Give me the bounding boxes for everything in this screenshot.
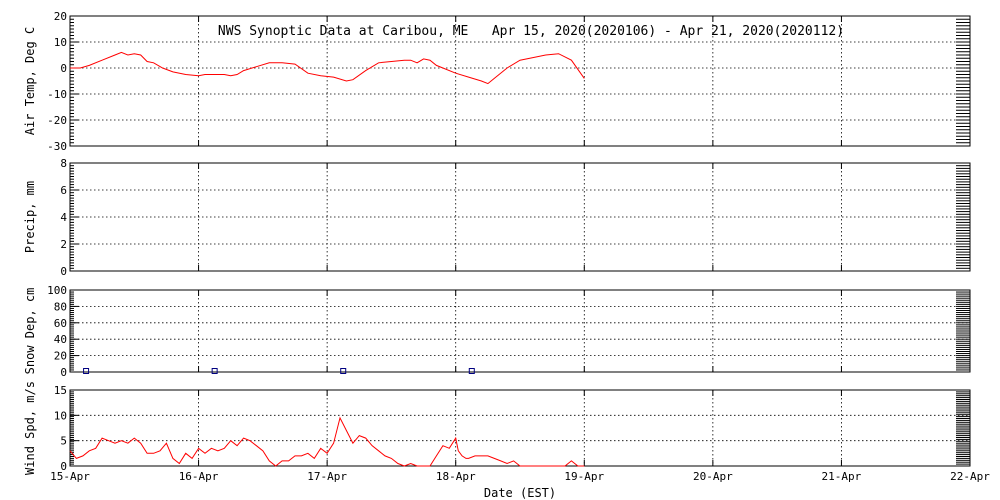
snow-depth-ytick-label: 80 xyxy=(54,300,67,313)
x-tick-label: 22-Apr xyxy=(950,470,990,483)
x-tick-label: 19-Apr xyxy=(564,470,604,483)
x-tick-label: 18-Apr xyxy=(436,470,476,483)
wind-speed-ytick-label: 5 xyxy=(60,435,67,448)
air-temp-ytick-label: 20 xyxy=(54,10,67,23)
air-temp-ytick-label: -20 xyxy=(47,114,67,127)
x-tick-label: 21-Apr xyxy=(822,470,862,483)
x-tick-label: 16-Apr xyxy=(179,470,219,483)
wind-speed-ytick-label: 15 xyxy=(54,384,67,397)
snow-depth-ytick-label: 60 xyxy=(54,317,67,330)
precip-panel: 8 6 4 2 0 Precip, mm xyxy=(23,157,971,278)
precip-ytick-label: 2 xyxy=(60,238,67,251)
wind-speed-frame xyxy=(69,389,971,467)
snow-depth-ytick-label: 20 xyxy=(54,350,67,363)
precip-ylabel: Precip, mm xyxy=(23,181,37,253)
snow-depth-ytick-label: 40 xyxy=(54,333,67,346)
air-temp-ylabel: Air Temp, Deg C xyxy=(23,27,37,135)
wind-speed-series-line xyxy=(69,416,585,467)
x-axis-tick-labels: 15-Apr 16-Apr 17-Apr 18-Apr 19-Apr 20-Apr 21-A… xyxy=(50,470,990,483)
air-temp-frame xyxy=(69,15,971,147)
x-tick-label: 17-Apr xyxy=(307,470,347,483)
air-temp-ytick-label: -10 xyxy=(47,88,67,101)
snow-depth-point xyxy=(83,368,90,374)
chart-title: NWS Synoptic Data at Caribou, ME Apr 15,… xyxy=(218,24,844,39)
air-temp-ytick-label: -30 xyxy=(47,140,67,153)
x-tick-label: 20-Apr xyxy=(693,470,733,483)
wind-speed-panel: 15 10 5 0 Wind Spd, m/s xyxy=(23,381,971,475)
snow-depth-point xyxy=(468,368,475,374)
snow-depth-ylabel: Snow Dep, cm xyxy=(23,288,37,375)
precip-ytick-label: 4 xyxy=(60,211,67,224)
precip-frame xyxy=(69,162,971,272)
precip-ytick-label: 8 xyxy=(60,157,67,170)
air-temp-panel: 20 10 0 -10 -20 -30 Air Temp, Deg C xyxy=(23,10,971,153)
air-temp-series-line xyxy=(70,51,585,85)
x-tick-label: 15-Apr xyxy=(50,470,90,483)
precip-ytick-label: 6 xyxy=(60,184,67,197)
snow-depth-ytick-label: 0 xyxy=(60,366,67,379)
snow-depth-frame xyxy=(69,289,971,373)
wind-speed-ylabel: Wind Spd, m/s xyxy=(23,381,37,475)
snow-depth-panel: 100 80 60 40 20 0 Snow Dep, cm xyxy=(23,284,971,379)
air-temp-ytick-label: 0 xyxy=(60,62,67,75)
wind-speed-ytick-label: 10 xyxy=(54,409,67,422)
x-axis-label: Date (EST) xyxy=(484,486,556,500)
snow-depth-ytick-label: 100 xyxy=(47,284,67,297)
snow-depth-point xyxy=(340,368,347,374)
snow-depth-point xyxy=(211,368,218,374)
wind-speed-ytick-label: 0 xyxy=(60,460,67,473)
air-temp-ytick-label: 10 xyxy=(54,36,67,49)
precip-ytick-label: 0 xyxy=(60,265,67,278)
